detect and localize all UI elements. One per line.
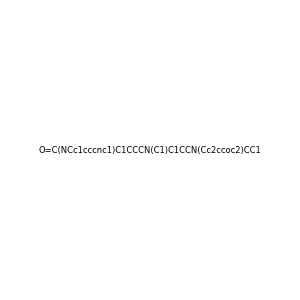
Text: O=C(NCc1cccnc1)C1CCCN(C1)C1CCN(Cc2ccoc2)CC1: O=C(NCc1cccnc1)C1CCCN(C1)C1CCN(Cc2ccoc2)… xyxy=(39,146,261,154)
